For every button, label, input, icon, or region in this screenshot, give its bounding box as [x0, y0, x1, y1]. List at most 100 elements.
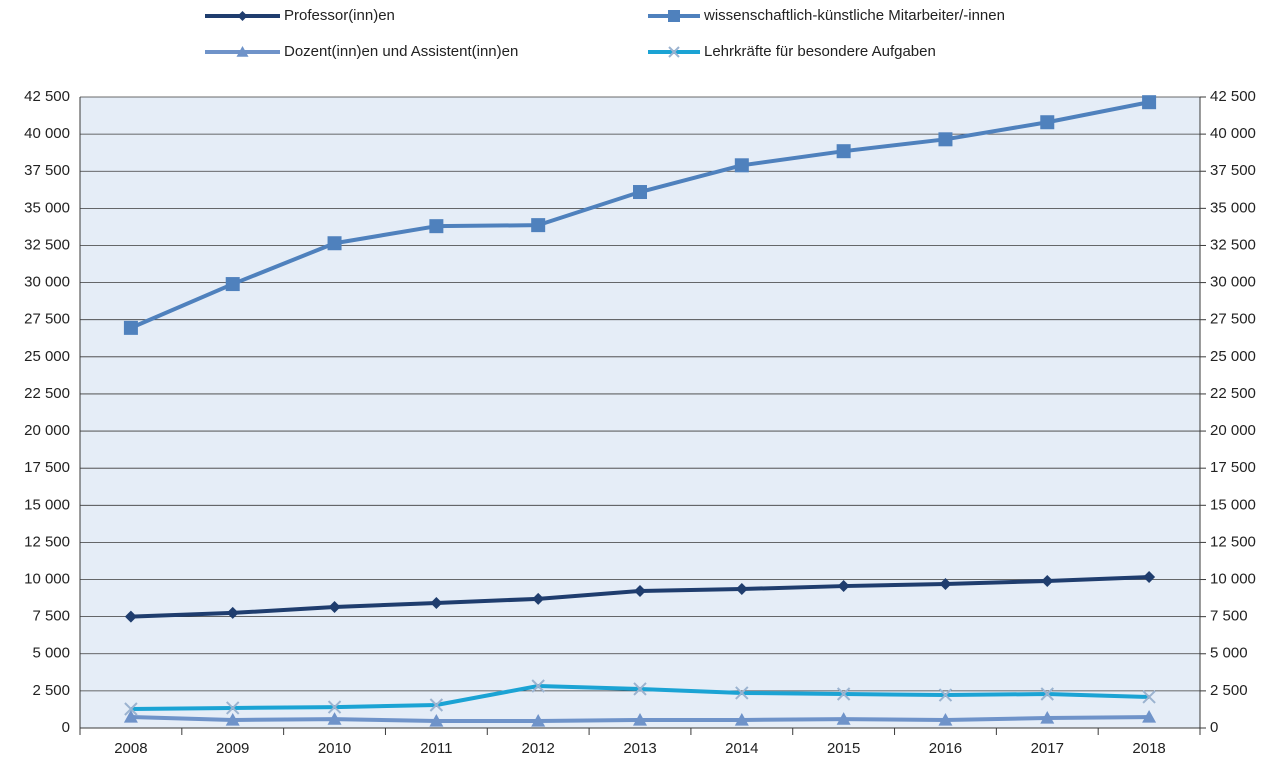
y2-tick-label: 35 000	[1210, 199, 1256, 216]
marker	[633, 682, 647, 696]
x-tick-label: 2012	[521, 740, 554, 757]
marker	[837, 580, 850, 593]
x-tick-label: 2010	[318, 740, 351, 757]
marker	[734, 158, 749, 173]
legend-label: Dozent(inn)en und Assistent(inn)en	[284, 43, 518, 60]
y-tick-label: 32 500	[24, 236, 70, 253]
y-tick-label: 10 000	[24, 570, 70, 587]
y-tick-label: 7 500	[32, 608, 70, 625]
y2-tick-label: 37 500	[1210, 162, 1256, 179]
y2-tick-label: 30 000	[1210, 274, 1256, 291]
x-tick-label: 2013	[623, 740, 656, 757]
marker	[429, 714, 444, 727]
y-tick-label: 5 000	[32, 645, 70, 662]
marker	[237, 11, 248, 21]
y2-tick-label: 20 000	[1210, 422, 1256, 439]
marker	[327, 712, 342, 725]
x-tick-label: 2008	[114, 740, 147, 757]
y2-tick-label: 12 500	[1210, 533, 1256, 550]
marker	[668, 10, 680, 22]
marker	[1142, 95, 1157, 110]
marker	[1041, 575, 1054, 588]
y-tick-label: 17 500	[24, 459, 70, 476]
legend-label: Lehrkräfte für besondere Aufgaben	[704, 43, 936, 60]
marker	[939, 577, 952, 590]
x-tick-label: 2015	[827, 740, 860, 757]
marker	[327, 236, 342, 251]
marker	[532, 592, 545, 605]
marker	[531, 714, 546, 727]
marker	[1040, 115, 1055, 130]
marker	[735, 686, 749, 700]
marker	[531, 679, 545, 693]
marker	[633, 185, 647, 200]
marker	[430, 596, 443, 609]
marker	[1143, 571, 1156, 584]
y2-tick-label: 32 500	[1210, 236, 1256, 253]
marker	[668, 46, 680, 58]
marker	[634, 584, 646, 597]
y2-tick-label: 27 500	[1210, 311, 1256, 328]
y-tick-label: 35 000	[24, 199, 70, 216]
marker	[836, 144, 851, 159]
marker	[1142, 690, 1156, 704]
y2-tick-label: 40 000	[1210, 125, 1256, 142]
y2-tick-label: 22 500	[1210, 385, 1256, 402]
x-tick-label: 2016	[929, 740, 962, 757]
y-tick-label: 20 000	[24, 422, 70, 439]
marker	[633, 712, 647, 726]
marker	[226, 701, 240, 715]
y-tick-label: 15 000	[24, 496, 70, 513]
y2-tick-label: 0	[1210, 719, 1218, 736]
marker	[1040, 711, 1055, 724]
marker	[124, 702, 138, 716]
y-tick-label: 30 000	[24, 274, 70, 291]
y-tick-label: 37 500	[24, 162, 70, 179]
y2-tick-label: 7 500	[1210, 608, 1248, 625]
marker	[123, 710, 138, 723]
marker	[836, 687, 851, 701]
y2-tick-label: 42 500	[1210, 88, 1256, 105]
y-tick-label: 12 500	[24, 533, 70, 550]
y-tick-label: 40 000	[24, 125, 70, 142]
y2-tick-label: 25 000	[1210, 348, 1256, 365]
marker	[429, 698, 444, 712]
legend-label: Professor(inn)en	[284, 7, 395, 24]
y-tick-label: 42 500	[24, 88, 70, 105]
marker	[226, 606, 239, 619]
marker	[735, 583, 748, 596]
marker	[1040, 687, 1054, 701]
marker	[327, 700, 342, 714]
marker	[328, 600, 341, 613]
marker	[938, 712, 953, 726]
y-tick-label: 2 500	[32, 682, 70, 699]
marker	[225, 712, 240, 726]
x-tick-label: 2018	[1132, 740, 1165, 757]
marker	[531, 218, 546, 233]
legend-label: wissenschaftlich-künstliche Mitarbeiter/…	[703, 7, 1005, 24]
y2-tick-label: 17 500	[1210, 459, 1256, 476]
marker	[836, 712, 851, 725]
marker	[236, 46, 249, 57]
marker	[938, 688, 953, 702]
y-tick-label: 22 500	[24, 385, 70, 402]
marker	[938, 132, 953, 147]
x-tick-label: 2017	[1031, 740, 1064, 757]
x-tick-label: 2011	[420, 740, 452, 757]
y2-tick-label: 5 000	[1210, 645, 1248, 662]
x-tick-label: 2014	[725, 740, 758, 757]
marker	[734, 712, 749, 726]
y2-tick-label: 15 000	[1210, 496, 1256, 513]
marker	[1142, 710, 1157, 723]
marker	[225, 277, 240, 292]
y-tick-label: 25 000	[24, 348, 70, 365]
y2-tick-label: 2 500	[1210, 682, 1248, 699]
marker	[429, 219, 444, 234]
y-tick-label: 0	[62, 719, 70, 736]
x-tick-label: 2009	[216, 740, 249, 757]
y-tick-label: 27 500	[24, 311, 70, 328]
marker	[123, 320, 138, 335]
marker	[124, 610, 137, 623]
plot-area	[80, 97, 1200, 728]
